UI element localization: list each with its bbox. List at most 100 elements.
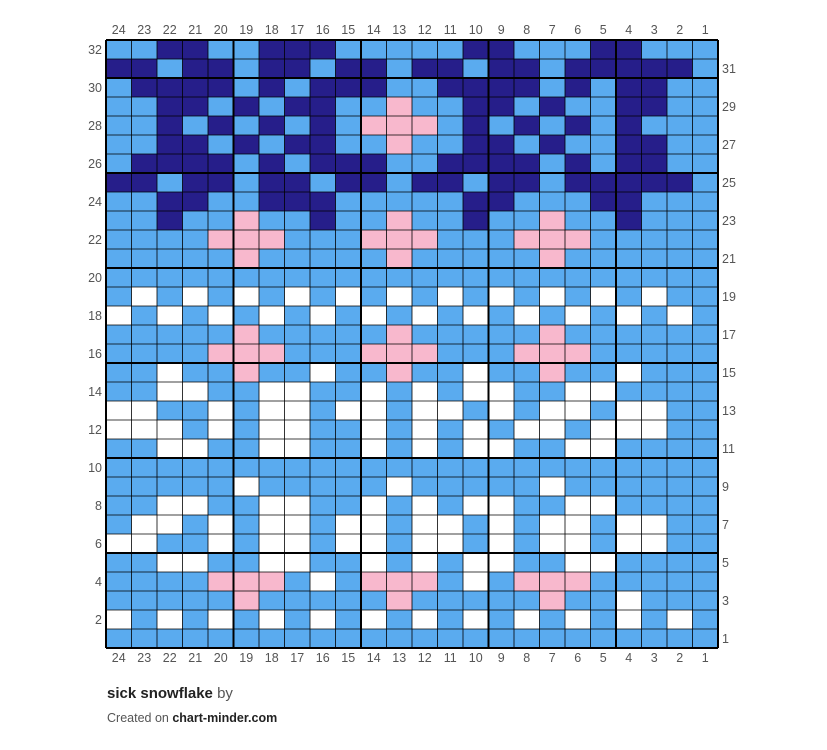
column-number: 3 — [651, 651, 658, 665]
chart-cell — [106, 97, 132, 116]
chart-cell — [131, 287, 157, 306]
chart-cell — [106, 591, 132, 610]
chart-cell — [335, 268, 361, 287]
chart-cell — [284, 439, 310, 458]
chart-cell — [131, 515, 157, 534]
chart-cell — [463, 401, 489, 420]
chart-cell — [106, 306, 132, 325]
chart-cell — [539, 477, 565, 496]
chart-cell — [310, 78, 336, 97]
chart-cell — [131, 116, 157, 135]
chart-cell — [182, 458, 208, 477]
row-number: 29 — [722, 100, 736, 114]
chart-cell — [259, 116, 285, 135]
chart-cell — [106, 325, 132, 344]
chart-cell — [667, 458, 693, 477]
chart-cell — [488, 78, 514, 97]
chart-cell — [437, 40, 463, 59]
row-number: 24 — [88, 195, 102, 209]
chart-cell — [335, 306, 361, 325]
chart-cell — [437, 116, 463, 135]
chart-cell — [514, 515, 540, 534]
chart-cell — [182, 401, 208, 420]
chart-cell — [259, 401, 285, 420]
chart-cell — [208, 610, 234, 629]
chart-cell — [412, 610, 438, 629]
chart-cell — [590, 496, 616, 515]
chart-cell — [182, 591, 208, 610]
chart-cell — [692, 192, 718, 211]
chart-cell — [667, 477, 693, 496]
column-number: 7 — [549, 23, 556, 37]
row-number: 2 — [95, 613, 102, 627]
chart-cell — [590, 306, 616, 325]
chart-cell — [233, 382, 259, 401]
chart-cell — [488, 306, 514, 325]
chart-cell — [590, 572, 616, 591]
column-number: 20 — [214, 23, 228, 37]
chart-cell — [106, 287, 132, 306]
chart-cell — [182, 268, 208, 287]
chart-cell — [412, 116, 438, 135]
chart-cell — [335, 458, 361, 477]
chart-cell — [106, 59, 132, 78]
chart-cell — [233, 629, 259, 648]
column-number: 13 — [392, 651, 406, 665]
chart-cell — [233, 59, 259, 78]
chart-cell — [233, 496, 259, 515]
chart-cell — [182, 553, 208, 572]
column-number: 20 — [214, 651, 228, 665]
chart-cell — [233, 610, 259, 629]
column-number: 1 — [702, 651, 709, 665]
chart-cell — [539, 496, 565, 515]
row-number: 5 — [722, 556, 729, 570]
chart-cell — [361, 610, 387, 629]
row-number: 22 — [88, 233, 102, 247]
chart-cell — [259, 572, 285, 591]
chart-cell — [386, 553, 412, 572]
chart-cell — [565, 420, 591, 439]
chart-cell — [463, 287, 489, 306]
chart-cell — [233, 458, 259, 477]
chart-cell — [335, 610, 361, 629]
chart-cell — [361, 135, 387, 154]
chart-cell — [590, 78, 616, 97]
chart-cell — [641, 344, 667, 363]
row-numbers-left: 32 30 28 26 24 22 20 18 16 14 12 10 8 6 4 2 — [88, 43, 102, 627]
chart-cell — [488, 515, 514, 534]
chart-cell — [463, 572, 489, 591]
chart-cell — [692, 458, 718, 477]
chart-cell — [284, 306, 310, 325]
chart-cell — [565, 116, 591, 135]
chart-cell — [233, 306, 259, 325]
chart-cell — [157, 40, 183, 59]
chart-cell — [641, 363, 667, 382]
chart-cell — [106, 458, 132, 477]
chart-cell — [667, 154, 693, 173]
chart-cell — [106, 211, 132, 230]
chart-cell — [131, 325, 157, 344]
chart-cell — [335, 515, 361, 534]
chart-cell — [565, 591, 591, 610]
chart-cell — [131, 496, 157, 515]
chart-cell — [539, 192, 565, 211]
chart-cell — [692, 572, 718, 591]
chart-cell — [106, 344, 132, 363]
chart-cell — [284, 268, 310, 287]
chart-cell — [131, 572, 157, 591]
chart-cell — [539, 59, 565, 78]
chart-cell — [590, 211, 616, 230]
column-number: 15 — [341, 23, 355, 37]
chart-cell — [386, 268, 412, 287]
chart-cell — [667, 344, 693, 363]
chart-gridlines — [105, 39, 719, 649]
chart-cell — [437, 382, 463, 401]
chart-cell — [539, 230, 565, 249]
chart-cell — [182, 610, 208, 629]
chart-cell — [539, 534, 565, 553]
site-link[interactable]: chart-minder.com — [172, 711, 278, 725]
chart-cell — [565, 534, 591, 553]
chart-cell — [412, 325, 438, 344]
chart-cell — [590, 363, 616, 382]
chart-cell — [386, 116, 412, 135]
